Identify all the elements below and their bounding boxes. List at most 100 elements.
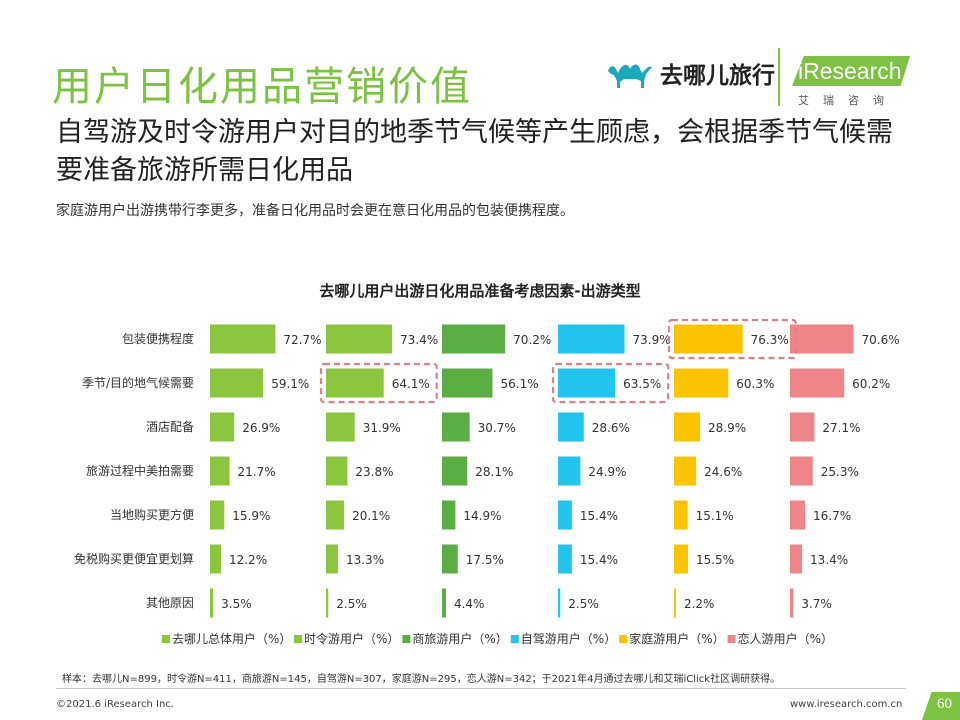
bar (674, 588, 676, 618)
highlight-box (551, 362, 670, 404)
data-label: 3.7% (801, 597, 832, 611)
bar (210, 412, 235, 442)
page-number: 60 (922, 692, 960, 720)
bar (558, 324, 625, 354)
data-label: 73.9% (633, 333, 671, 347)
iresearch-logo-text: iResearch (798, 58, 902, 84)
bar (326, 324, 393, 354)
data-label: 23.8% (355, 465, 393, 479)
bar (326, 456, 348, 486)
data-label: 3.5% (221, 597, 252, 611)
data-label: 15.1% (696, 509, 734, 523)
highlight-box (667, 318, 797, 360)
legend-swatch (294, 635, 302, 643)
bar (558, 412, 584, 442)
data-label: 30.7% (478, 421, 516, 435)
category-label: 免税购买更便宜更划算 (74, 551, 194, 566)
data-label: 15.4% (580, 509, 618, 523)
bar (210, 368, 264, 398)
bar (326, 544, 338, 574)
legend-label: 自驾游用户（%） (521, 631, 616, 646)
bar-chart: 去哪儿用户出游日化用品准备考虑因素-出游类型包装便携程度季节/目的地气候需要酒店… (74, 282, 900, 646)
bar (790, 588, 794, 618)
legend-label: 恋人游用户（%） (738, 631, 833, 646)
data-label: 14.9% (463, 509, 501, 523)
camel-icon (608, 64, 652, 88)
bar (442, 588, 446, 618)
data-label: 15.9% (232, 509, 270, 523)
data-label: 56.1% (500, 377, 538, 391)
legend-swatch (402, 635, 411, 643)
bar (210, 544, 221, 574)
data-label: 31.9% (363, 421, 401, 435)
bar (674, 456, 697, 486)
bar (674, 412, 701, 442)
legend-swatch (727, 635, 736, 643)
legend-label: 家庭游用户（%） (629, 631, 724, 646)
legend-label: 时令游用户（%） (304, 631, 399, 646)
iresearch-logo: iResearch 艾瑞咨询 (784, 48, 914, 108)
category-label: 其他原因 (146, 596, 194, 610)
bar (790, 412, 815, 442)
data-label: 59.1% (271, 377, 309, 391)
page-title: 用户日化用品营销价值 (52, 64, 472, 110)
category-label: 当地购买更方便 (110, 507, 194, 522)
data-label: 16.7% (813, 509, 851, 523)
bar (442, 368, 493, 398)
data-label: 63.5% (623, 377, 661, 391)
bar (674, 500, 688, 530)
website: www.iresearch.com.cn (790, 699, 903, 710)
data-label: 70.2% (513, 333, 551, 347)
copyright: ©2021.6 iResearch Inc. (56, 699, 174, 710)
data-label: 76.3% (751, 333, 789, 347)
bar (442, 544, 458, 574)
data-label: 28.1% (475, 465, 513, 479)
bar (326, 412, 355, 442)
data-label: 21.7% (238, 465, 276, 479)
data-label: 24.6% (704, 465, 742, 479)
data-label: 4.4% (454, 597, 485, 611)
data-label: 24.9% (588, 465, 626, 479)
bar (442, 324, 506, 354)
bar (210, 456, 230, 486)
bar (558, 368, 616, 398)
data-label: 15.4% (580, 553, 618, 567)
bar (442, 500, 456, 530)
bar (326, 368, 384, 398)
data-label: 26.9% (242, 421, 280, 435)
legend-swatch (510, 635, 519, 643)
bar (790, 544, 803, 574)
legend-swatch (619, 635, 628, 643)
category-label: 旅游过程中美拍需要 (86, 463, 194, 478)
bar (674, 324, 743, 354)
data-label: 12.2% (229, 553, 267, 567)
bar (210, 500, 225, 530)
bar (442, 456, 468, 486)
bar (790, 324, 854, 354)
bar (326, 588, 329, 618)
data-label: 13.3% (346, 553, 384, 567)
bar (558, 588, 561, 618)
page-description: 家庭游用户出游携带行李更多，准备日化用品时会更在意日化用品的包装便携程度。 (56, 203, 574, 219)
highlight-box (319, 362, 438, 404)
bar (558, 500, 572, 530)
data-label: 20.1% (352, 509, 390, 523)
chart-title: 去哪儿用户出游日化用品准备考虑因素-出游类型 (319, 282, 640, 300)
bar (210, 588, 214, 618)
data-label: 28.9% (708, 421, 746, 435)
data-label: 27.1% (822, 421, 860, 435)
category-label: 包装便携程度 (122, 331, 194, 346)
iresearch-logo-cn: 艾瑞咨询 (798, 94, 898, 107)
data-label: 2.5% (336, 597, 367, 611)
data-label: 72.7% (283, 333, 321, 347)
legend-swatch (162, 635, 170, 643)
qunar-logo: 去哪儿旅行 (606, 56, 775, 90)
legend-label: 商旅游用户（%） (412, 631, 507, 646)
bar (558, 456, 581, 486)
category-label: 酒店配备 (146, 420, 194, 434)
bar (326, 500, 345, 530)
data-label: 13.4% (810, 553, 848, 567)
bar (442, 412, 470, 442)
data-label: 60.3% (736, 377, 774, 391)
bar (210, 324, 276, 354)
